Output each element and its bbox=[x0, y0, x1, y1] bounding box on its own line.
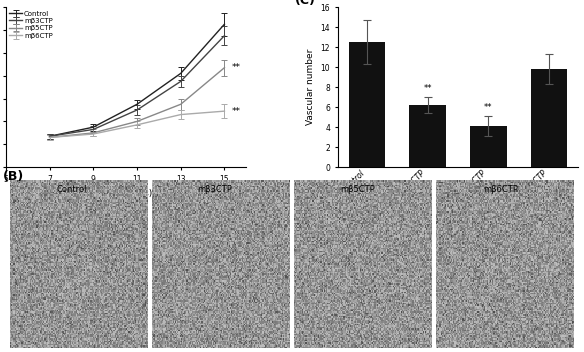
Text: **: ** bbox=[232, 107, 241, 116]
Text: Control: Control bbox=[57, 186, 87, 194]
Text: (C): (C) bbox=[294, 0, 315, 7]
Text: mβ3CTP: mβ3CTP bbox=[197, 186, 232, 194]
Text: mβ6CTP: mβ6CTP bbox=[484, 186, 519, 194]
Text: **: ** bbox=[484, 103, 492, 112]
Bar bbox=[531, 69, 567, 167]
Text: mβ5CTP: mβ5CTP bbox=[340, 186, 375, 194]
Legend: Control, mβ3CTP, mβ5CTP, mβ6CTP: Control, mβ3CTP, mβ5CTP, mβ6CTP bbox=[8, 9, 54, 40]
Text: (B): (B) bbox=[3, 170, 24, 183]
Bar bbox=[470, 126, 506, 167]
Text: **: ** bbox=[423, 84, 432, 93]
Bar bbox=[349, 42, 385, 167]
Text: **: ** bbox=[232, 63, 241, 72]
Bar bbox=[409, 105, 446, 167]
X-axis label: Time (days): Time (days) bbox=[99, 189, 152, 199]
Y-axis label: Vascular number: Vascular number bbox=[306, 49, 315, 125]
